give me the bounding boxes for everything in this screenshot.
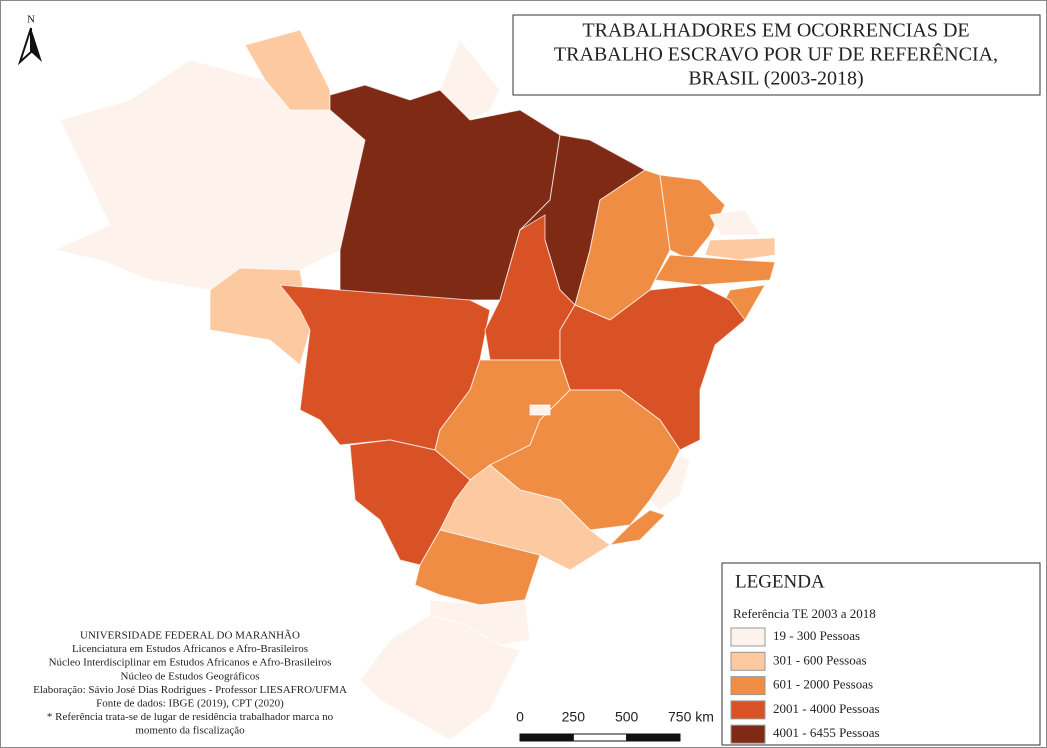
north-arrow-left — [17, 27, 32, 66]
state — [659, 174, 726, 261]
title-line: BRASIL (2003-2018) — [688, 68, 863, 90]
state — [608, 509, 666, 546]
legend-swatch — [730, 651, 766, 671]
legend-label: 601 - 2000 Pessoas — [773, 677, 873, 692]
north-label: N — [27, 14, 35, 26]
legend-swatch — [730, 700, 766, 720]
legend-swatch — [730, 627, 766, 647]
title-line: TRABALHADORES EM OCORRENCIAS DE — [582, 20, 969, 42]
credit-line: momento da fiscalização — [135, 725, 245, 737]
credit-line: Fonte de dados: IBGE (2019), CPT (2020) — [96, 698, 284, 710]
state — [704, 237, 776, 261]
credit-line: Núcleo de Estudos Geográficos — [121, 670, 260, 682]
scale-label: 0 — [516, 709, 524, 725]
scale-label: 250 — [562, 709, 586, 725]
legend-swatch — [730, 724, 766, 744]
legend-label: 19 - 300 Pessoas — [773, 628, 860, 643]
scale-segment — [572, 733, 628, 742]
state — [209, 267, 311, 366]
state — [649, 454, 691, 511]
scale-label: 750 km — [668, 709, 714, 725]
legend-subtitle: Referência TE 2003 a 2018 — [733, 606, 876, 621]
credits: UNIVERSIDADE FEDERAL DO MARANHÃOLicencia… — [33, 630, 347, 737]
north-arrow-right — [31, 28, 42, 62]
legend-label: 4001 - 6455 Pessoas — [773, 725, 880, 740]
scale-segment — [626, 733, 681, 742]
state — [439, 39, 501, 121]
credit-line: Licenciatura em Estudos Africanos e Afro… — [72, 643, 308, 655]
title-box — [512, 14, 1041, 96]
credit-line: UNIVERSIDADE FEDERAL DO MARANHÃO — [80, 630, 300, 642]
legend-swatch — [730, 676, 766, 696]
credit-line: Elaboração: Sávio José Dias Rodrigues - … — [33, 684, 347, 696]
scale-bar: 0 250 500 750 km — [516, 709, 714, 742]
state — [709, 209, 761, 236]
legend-label: 2001 - 4000 Pessoas — [773, 701, 880, 716]
title: TRABALHADORES EM OCORRENCIAS DETRABALHO … — [554, 20, 998, 90]
north-arrow: N — [17, 14, 42, 66]
state — [359, 614, 521, 741]
states — [53, 29, 776, 741]
credit-line: Núcleo Interdisciplinar em Estudos Afric… — [49, 657, 332, 669]
legend-box — [721, 562, 1041, 746]
scale-label: 500 — [615, 709, 639, 725]
credit-line: * Referência trata-se de lugar de residê… — [47, 711, 334, 723]
state — [654, 254, 776, 286]
legend-label: 301 - 600 Pessoas — [773, 652, 867, 667]
scale-segment — [519, 733, 574, 742]
legend-title: LEGENDA — [735, 571, 825, 592]
legend-items: 19 - 300 Pessoas 301 - 600 Pessoas 601 - 2… — [730, 627, 880, 744]
title-line: TRABALHO ESCRAVO POR UF DE REFERÊNCIA, — [554, 43, 998, 66]
state — [529, 404, 551, 416]
state — [489, 389, 681, 531]
